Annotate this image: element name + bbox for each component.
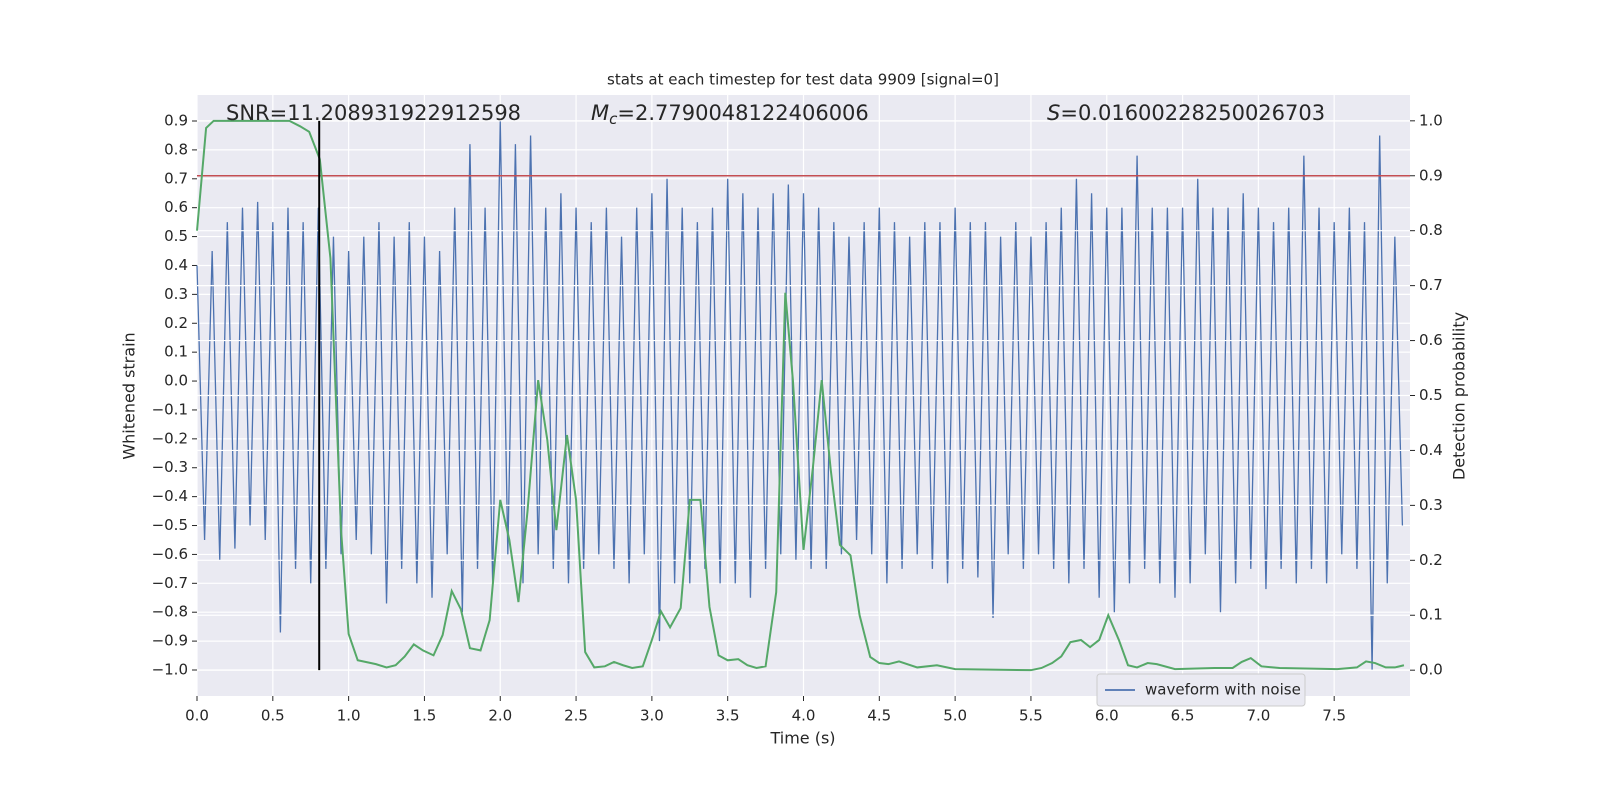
annotation-text: =2.7790048122406006 — [617, 101, 868, 125]
y-tick-label: −0.7 — [152, 574, 188, 592]
y2-tick-label: 0.7 — [1419, 276, 1443, 294]
y-tick-label: 0.3 — [164, 285, 188, 303]
annotation-text: SNR=11.208931922912598 — [226, 101, 521, 125]
x-tick-label: 0.0 — [185, 707, 209, 725]
x-tick-label: 3.5 — [716, 707, 740, 725]
annotation: SNR=11.208931922912598 — [226, 101, 521, 125]
x-axis-label: Time (s) — [769, 729, 835, 748]
series-line — [196, 120, 1404, 671]
y-tick-label: 0.2 — [164, 314, 188, 332]
y-tick-label: −0.1 — [152, 400, 188, 418]
x-tick-label: 6.0 — [1095, 707, 1119, 725]
chart-title: stats at each timestep for test data 990… — [607, 71, 999, 89]
annotation: S=0.01600228250026703 — [1047, 101, 1325, 125]
y2-tick-label: 1.0 — [1419, 111, 1443, 129]
x-tick-label: 2.0 — [488, 707, 512, 725]
y2-tick-label: 0.1 — [1419, 606, 1443, 624]
y2-axis-label: Detection probability — [1450, 312, 1469, 480]
annotation-symbol: S — [1047, 101, 1060, 125]
y-tick-label: −0.4 — [152, 487, 188, 505]
y-tick-label: −0.3 — [152, 458, 188, 476]
y2-tick-label: 0.8 — [1419, 221, 1443, 239]
annotation-symbol: M — [591, 101, 609, 125]
y-tick-label: −0.6 — [152, 545, 188, 563]
annotation-subscript: c — [609, 110, 618, 128]
annotation-text: =0.01600228250026703 — [1060, 101, 1325, 125]
x-tick-label: 3.0 — [640, 707, 664, 725]
x-tick-label: 5.0 — [943, 707, 967, 725]
x-tick-label: 7.0 — [1246, 707, 1270, 725]
series-line — [196, 119, 1405, 672]
y2-tick-label: 0.0 — [1419, 661, 1443, 679]
y2-tick-label: 0.6 — [1419, 331, 1443, 349]
x-tick-label: 5.5 — [1019, 707, 1043, 725]
y-tick-label: 0.5 — [164, 227, 188, 245]
y2-tick-label: 0.4 — [1419, 441, 1443, 459]
y-tick-label: −0.8 — [152, 603, 188, 621]
y2-tick-label: 0.9 — [1419, 166, 1443, 184]
legend-box — [1096, 673, 1306, 707]
y-axis-label: Whitened strain — [120, 332, 139, 459]
x-tick-label: 4.0 — [792, 707, 816, 725]
x-tick-label: 7.5 — [1322, 707, 1346, 725]
y-tick-label: −1.0 — [152, 660, 188, 678]
y-tick-label: 0.7 — [164, 169, 188, 187]
y-tick-label: 0.0 — [164, 372, 188, 390]
y2-tick-label: 0.3 — [1419, 496, 1443, 514]
x-tick-label: 6.5 — [1171, 707, 1195, 725]
y2-tick-label: 0.2 — [1419, 551, 1443, 569]
x-tick-label: 2.5 — [564, 707, 588, 725]
y-tick-label: −0.9 — [152, 632, 188, 650]
y2-tick-label: 0.5 — [1419, 386, 1443, 404]
x-tick-label: 1.5 — [413, 707, 437, 725]
x-tick-label: 1.0 — [337, 707, 361, 725]
y-tick-label: −0.2 — [152, 429, 188, 447]
x-tick-label: 4.5 — [867, 707, 891, 725]
legend-label: waveform with noise — [1145, 681, 1301, 699]
y-tick-label: 0.9 — [164, 112, 188, 130]
y-tick-label: 0.6 — [164, 198, 188, 216]
y-tick-label: −0.5 — [152, 516, 188, 534]
annotation: Mc=2.7790048122406006 — [591, 101, 869, 128]
x-tick-label: 0.5 — [261, 707, 285, 725]
y-tick-label: 0.1 — [164, 343, 188, 361]
y-tick-label: 0.4 — [164, 256, 188, 274]
y-tick-label: 0.8 — [164, 140, 188, 158]
